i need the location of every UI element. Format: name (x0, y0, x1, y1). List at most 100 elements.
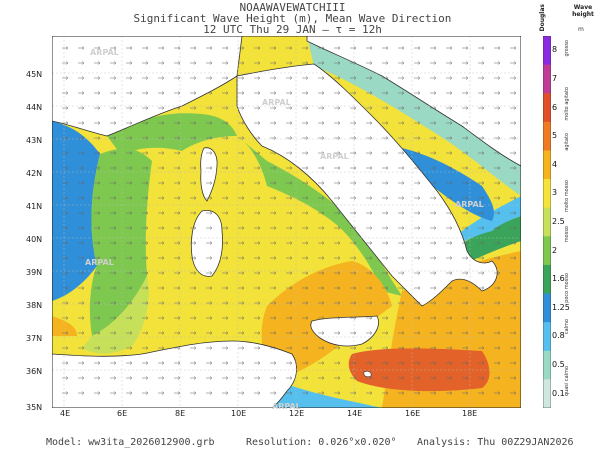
arrow-icon (494, 106, 501, 110)
arrow-icon (222, 61, 229, 65)
lon-label: 18E (462, 409, 478, 418)
arrow-icon (366, 211, 373, 215)
lat-label: 38N (26, 301, 43, 310)
arrow-icon (318, 106, 325, 110)
colorbar-tick: 3 (552, 188, 558, 198)
arrow-icon (62, 286, 69, 290)
arrow-icon (414, 136, 421, 140)
arrow-icon (238, 46, 245, 50)
arrow-icon (238, 331, 245, 335)
arrow-icon (222, 346, 229, 350)
arrow-icon (510, 76, 517, 80)
arrow-icon (382, 106, 389, 110)
arrow-icon (270, 211, 277, 215)
arrow-icon (302, 301, 309, 305)
colorbar-descriptor: calmo (564, 319, 570, 335)
arrow-icon (334, 241, 341, 245)
arrow-icon (190, 91, 197, 95)
arrow-icon (158, 316, 165, 320)
arrow-icon (318, 256, 325, 260)
arrow-icon (238, 361, 245, 365)
arrow-icon (286, 226, 293, 230)
arrow-icon (318, 151, 325, 155)
arrow-icon (302, 46, 309, 50)
arrow-icon (94, 376, 101, 380)
lat-label: 35N (26, 403, 43, 412)
arrow-icon (478, 271, 485, 275)
arrow-icon (398, 61, 405, 65)
arrow-icon (126, 271, 133, 275)
arrow-icon (494, 346, 501, 350)
arrow-icon (414, 91, 421, 95)
land-france (52, 36, 243, 137)
arrow-icon (334, 166, 341, 170)
arrow-icon (126, 61, 133, 65)
arrow-icon (462, 106, 469, 110)
arrow-icon (238, 256, 245, 260)
arrow-icon (222, 106, 229, 110)
arrow-icon (62, 316, 69, 320)
colorbar-tick: 4 (552, 159, 558, 169)
arrow-icon (238, 271, 245, 275)
arrow-icon (190, 196, 197, 200)
arrow-icon (414, 361, 421, 365)
arrow-icon (270, 301, 277, 305)
arrow-icon (398, 331, 405, 335)
arrow-icon (110, 46, 117, 50)
arrow-icon (126, 106, 133, 110)
arrow-icon (174, 166, 181, 170)
arrow-icon (142, 271, 149, 275)
arrow-icon (446, 226, 453, 230)
arrow-icon (78, 181, 85, 185)
arrow-icon (318, 346, 325, 350)
arrow-icon (254, 301, 261, 305)
colorbar-tick: 1.25 (552, 302, 570, 312)
arrow-icon (190, 61, 197, 65)
arrow-icon (334, 361, 341, 365)
arrow-icon (238, 226, 245, 230)
arrow-icon (366, 301, 373, 305)
arrow-icon (238, 196, 245, 200)
arrow-icon (318, 181, 325, 185)
arrow-icon (238, 121, 245, 125)
arrow-icon (510, 196, 517, 200)
colorbar-descriptor: molto agitato (564, 86, 570, 121)
arrow-icon (334, 181, 341, 185)
arrow-icon (174, 376, 181, 380)
arrow-icon (430, 76, 437, 80)
arrow-icon (302, 181, 309, 185)
arrow-icon (510, 46, 517, 50)
arrow-icon (94, 241, 101, 245)
arrow-icon (510, 301, 517, 305)
arrow-icon (126, 331, 133, 335)
arrow-icon (398, 181, 405, 185)
arrow-icon (190, 346, 197, 350)
arrow-icon (158, 286, 165, 290)
colorbar-tick: 0.1 (552, 388, 565, 398)
analysis-info: Analysis: Thu 00Z29JAN2026 (417, 437, 574, 448)
arrow-icon (126, 376, 133, 380)
arrow-icon (142, 196, 149, 200)
arrow-icon (142, 91, 149, 95)
arrow-icon (190, 331, 197, 335)
arrow-icon (158, 271, 165, 275)
arrow-icon (446, 241, 453, 245)
arrow-icon (446, 106, 453, 110)
colorbar-tick: 7 (552, 73, 558, 83)
arrow-icon (254, 331, 261, 335)
arrow-icon (126, 256, 133, 260)
arrow-icon (254, 361, 261, 365)
arrow-icon (382, 376, 389, 380)
arrow-icon (94, 316, 101, 320)
arrow-icon (142, 256, 149, 260)
arrow-icon (382, 211, 389, 215)
arrow-icon (478, 316, 485, 320)
arrow-icon (94, 301, 101, 305)
arrow-icon (414, 241, 421, 245)
arrow-icon (206, 211, 213, 215)
arrow-icon (62, 76, 69, 80)
colorbar-descriptor: grosso (564, 40, 570, 57)
arrow-icon (158, 331, 165, 335)
arrow-icon (142, 181, 149, 185)
arrow-icon (222, 76, 229, 80)
